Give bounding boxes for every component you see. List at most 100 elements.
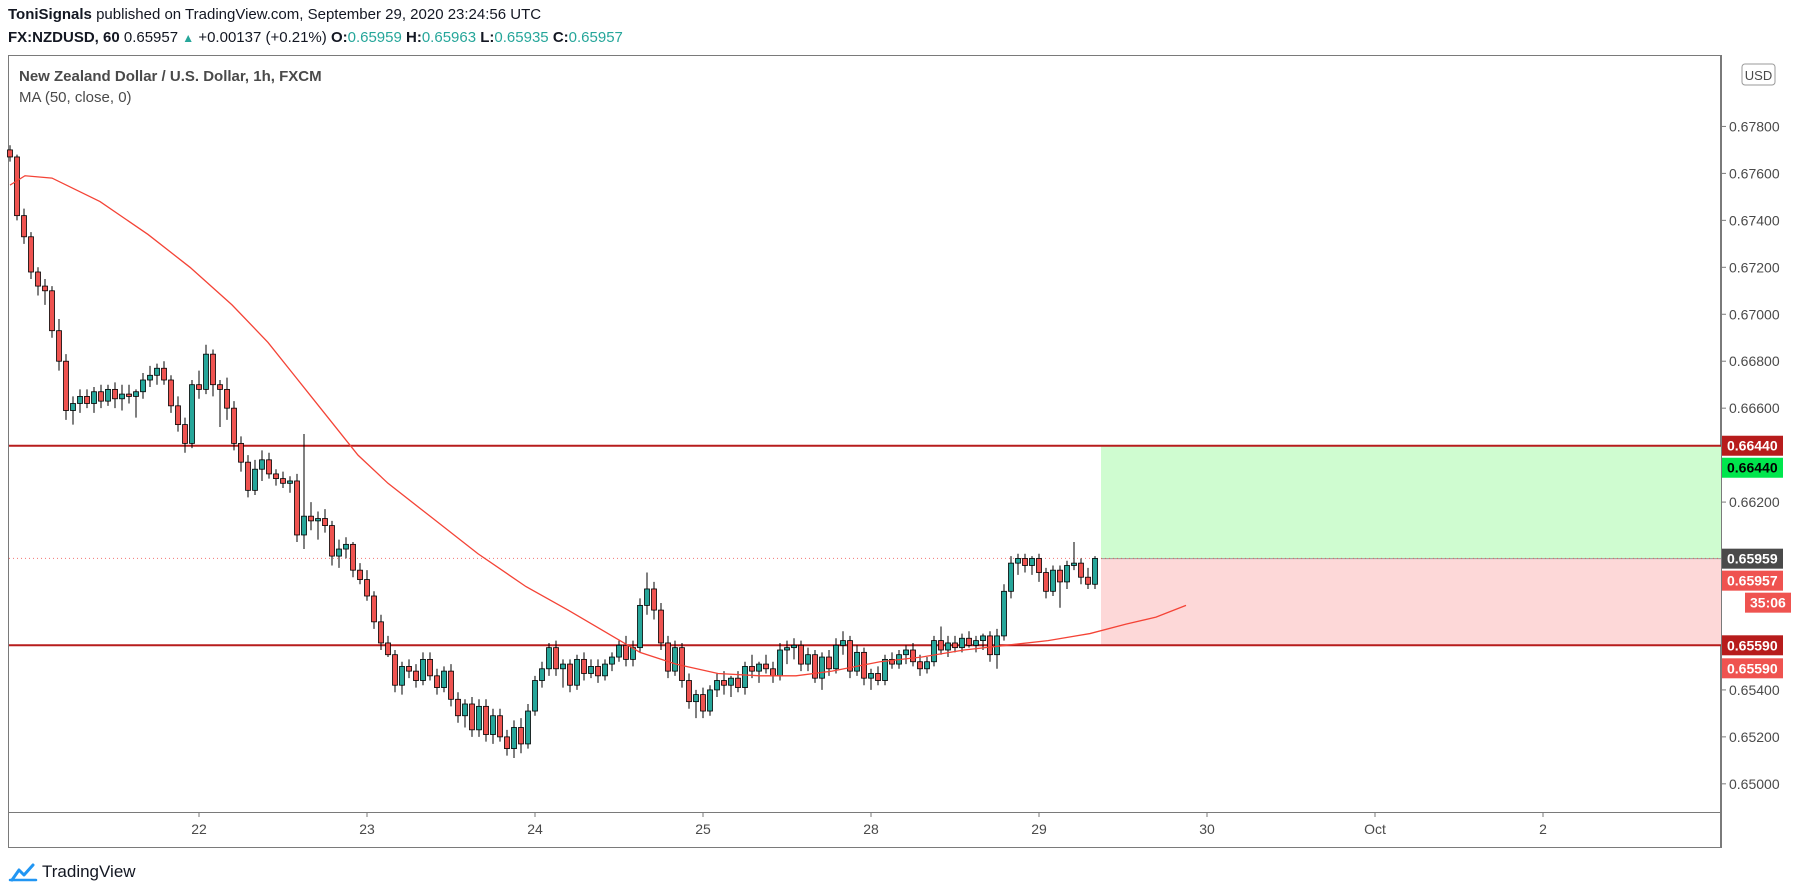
candle — [749, 654, 755, 679]
candle — [455, 692, 461, 723]
target-badge-box — [1722, 457, 1783, 478]
candle-body — [147, 374, 153, 381]
candle — [287, 476, 293, 493]
author-name[interactable]: ToniSignals — [8, 6, 92, 23]
candle — [231, 401, 237, 451]
candle-body — [581, 658, 587, 674]
candle — [343, 537, 349, 559]
candle — [560, 659, 566, 688]
candle — [413, 664, 419, 688]
chart-title: New Zealand Dollar / U.S. Dollar, 1h, FX… — [19, 68, 322, 85]
candle — [511, 720, 517, 758]
candle — [1057, 565, 1063, 608]
candle — [784, 640, 790, 665]
time-axis[interactable]: 22 23 24 25 28 29 30 Oct 2 — [191, 812, 1547, 837]
candle-body — [553, 647, 559, 670]
time-tick-label: 29 — [1031, 821, 1047, 837]
open-value: 0.65959 — [347, 29, 402, 46]
candle-body — [273, 473, 279, 480]
candle — [602, 659, 608, 681]
candle-body — [91, 391, 97, 404]
candle-body — [266, 459, 272, 475]
candle-body — [476, 705, 482, 731]
candle — [84, 389, 90, 409]
candle — [35, 267, 41, 296]
candle-body — [112, 388, 118, 400]
candle — [700, 687, 706, 719]
candle-body — [973, 640, 979, 646]
candle-body — [840, 640, 846, 646]
candle-body — [791, 644, 797, 649]
entry-badge-box — [1722, 548, 1783, 569]
price-tick-label: 0.65200 — [1729, 729, 1780, 745]
candle-body — [161, 367, 167, 381]
price-tick-label: 0.67200 — [1729, 259, 1780, 275]
candle-body — [322, 518, 328, 526]
candle-body — [28, 236, 34, 273]
candle-body — [385, 642, 391, 656]
candle-body — [588, 666, 594, 674]
candle-body — [560, 663, 566, 670]
candle — [882, 654, 888, 686]
candle — [952, 635, 958, 653]
candle — [434, 668, 440, 695]
candle — [1001, 584, 1007, 641]
candle-body — [994, 635, 1000, 656]
candle-body — [889, 658, 895, 665]
candle-body — [287, 480, 293, 484]
candle — [973, 635, 979, 653]
candle — [1078, 558, 1084, 585]
candle — [567, 659, 573, 693]
candle-body — [14, 156, 20, 217]
candle-body — [56, 330, 62, 362]
candle-body — [294, 480, 300, 536]
candle — [14, 154, 20, 221]
candle-body — [931, 640, 937, 663]
candle — [525, 704, 531, 749]
candle — [371, 591, 377, 629]
candle — [686, 673, 692, 709]
high-value: 0.65963 — [421, 29, 477, 46]
time-tick-label: 25 — [695, 821, 711, 837]
candle — [420, 652, 426, 686]
candle-body — [1071, 562, 1077, 566]
candle — [665, 635, 671, 679]
candle — [875, 666, 881, 686]
candle-body — [651, 588, 657, 611]
low-label: L: — [480, 29, 495, 46]
candle — [833, 638, 839, 674]
candle-body — [735, 677, 741, 688]
candle — [322, 509, 328, 533]
candle — [938, 626, 944, 655]
countdown-badge: 35:06 — [1750, 595, 1786, 611]
candle-body — [105, 388, 111, 402]
candle-body — [945, 642, 951, 651]
candle-body — [784, 647, 790, 651]
resistance-badge-box — [1722, 435, 1783, 456]
indicator-label[interactable]: MA (50, close, 0) — [19, 89, 132, 106]
candle-body — [714, 680, 720, 691]
currency-badge[interactable]: USD — [1745, 68, 1772, 83]
candle-body — [658, 609, 664, 644]
candle — [959, 633, 965, 653]
price-change: +0.00137 (+0.21%) — [198, 29, 327, 46]
candle — [329, 520, 335, 566]
candle — [714, 673, 720, 697]
candle-body — [77, 396, 83, 404]
candle — [357, 563, 363, 585]
candle — [1036, 553, 1042, 582]
candle — [259, 450, 265, 481]
candle — [189, 380, 195, 449]
candle-body — [623, 644, 629, 660]
time-tick-label: 22 — [191, 821, 207, 837]
candle-body — [980, 635, 986, 642]
time-tick-label: Oct — [1364, 821, 1386, 837]
brand-logo[interactable]: TradingView — [8, 862, 136, 882]
candle-body — [224, 388, 230, 409]
support-badge: 0.65590 — [1727, 637, 1778, 653]
price-axis[interactable]: 0.67800 0.67600 0.67400 0.67200 0.67000 0.668… — [1721, 118, 1780, 792]
candle-body — [301, 515, 307, 536]
last-price-badge-box — [1722, 570, 1783, 591]
candle — [903, 645, 909, 665]
